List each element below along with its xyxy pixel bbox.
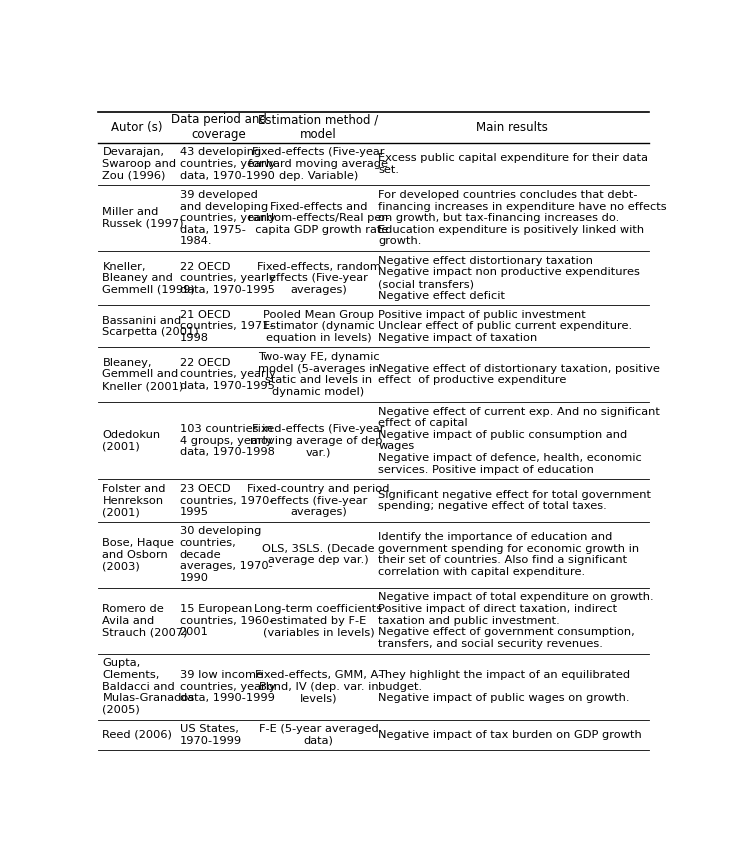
Text: OLS, 3SLS. (Decade
average dep var.): OLS, 3SLS. (Decade average dep var.) bbox=[262, 544, 375, 565]
Text: Significant negative effect for total government
spending; negative effect of to: Significant negative effect for total go… bbox=[378, 490, 651, 512]
Text: 103 countries in
4 groups, yearly
data, 1970-1998: 103 countries in 4 groups, yearly data, … bbox=[179, 424, 275, 457]
Text: Negative effect of current exp. And no significant
effect of capital
Negative im: Negative effect of current exp. And no s… bbox=[378, 406, 660, 474]
Text: Estimation method /
model: Estimation method / model bbox=[258, 113, 378, 141]
Text: US States,
1970-1999: US States, 1970-1999 bbox=[179, 724, 242, 745]
Text: Romero de
Avila and
Strauch (2007): Romero de Avila and Strauch (2007) bbox=[102, 604, 188, 638]
Text: Excess public capital expenditure for their data
set.: Excess public capital expenditure for th… bbox=[378, 153, 648, 175]
Text: Identify the importance of education and
government spending for economic growth: Identify the importance of education and… bbox=[378, 532, 639, 577]
Text: 21 OECD
countries, 1971-
1998: 21 OECD countries, 1971- 1998 bbox=[179, 309, 273, 343]
Text: They highlight the impact of an equilibrated
budget.
Negative impact of public w: They highlight the impact of an equilibr… bbox=[378, 670, 631, 703]
Text: 22 OECD
countries, yearly
data, 1970-1995: 22 OECD countries, yearly data, 1970-199… bbox=[179, 262, 276, 295]
Text: Negative impact of total expenditure on growth.
Positive impact of direct taxati: Negative impact of total expenditure on … bbox=[378, 592, 654, 649]
Text: For developed countries concludes that debt-
financing increases in expenditure : For developed countries concludes that d… bbox=[378, 190, 667, 246]
Text: 23 OECD
countries, 1970-
1995: 23 OECD countries, 1970- 1995 bbox=[179, 484, 273, 517]
Text: Negative effect of distortionary taxation, positive
effect  of productive expend: Negative effect of distortionary taxatio… bbox=[378, 364, 660, 385]
Text: Kneller,
Bleaney and
Gemmell (1999): Kneller, Bleaney and Gemmell (1999) bbox=[102, 262, 195, 295]
Text: Devarajan,
Swaroop and
Zou (1996): Devarajan, Swaroop and Zou (1996) bbox=[102, 147, 176, 181]
Text: Fixed-effects (Five-year
moving average of dep.
var.): Fixed-effects (Five-year moving average … bbox=[250, 424, 386, 457]
Text: 22 OECD
countries, yearly
data, 1970-1995: 22 OECD countries, yearly data, 1970-199… bbox=[179, 358, 276, 391]
Text: Fixed-effects, GMM, A-
Bond, IV (dep. var. in
levels): Fixed-effects, GMM, A- Bond, IV (dep. va… bbox=[255, 670, 382, 703]
Text: Reed (2006): Reed (2006) bbox=[102, 730, 172, 740]
Text: Negative impact of tax burden on GDP growth: Negative impact of tax burden on GDP gro… bbox=[378, 730, 642, 740]
Text: Pooled Mean Group
Estimator (dynamic
equation in levels): Pooled Mean Group Estimator (dynamic equ… bbox=[262, 309, 374, 343]
Text: Data period and
coverage: Data period and coverage bbox=[171, 113, 267, 141]
Text: Fixed-effects and
random-effects/Real per-
  capita GDP growth rate: Fixed-effects and random-effects/Real pe… bbox=[248, 201, 389, 235]
Text: Long-term coefficients
estimated by F-E
(variables in levels): Long-term coefficients estimated by F-E … bbox=[254, 604, 383, 638]
Text: Fixed-effects, random
effects (Five-year
averages): Fixed-effects, random effects (Five-year… bbox=[257, 262, 381, 295]
Text: Negative effect distortionary taxation
Negative impact non productive expenditur: Negative effect distortionary taxation N… bbox=[378, 256, 640, 301]
Text: 43 developing
countries, yearly
data, 1970-1990: 43 developing countries, yearly data, 19… bbox=[179, 147, 276, 181]
Text: 39 low income
countries, yearly
data, 1990-1999: 39 low income countries, yearly data, 19… bbox=[179, 670, 276, 703]
Text: Bleaney,
Gemmell and
Kneller (2001): Bleaney, Gemmell and Kneller (2001) bbox=[102, 358, 184, 391]
Text: Folster and
Henrekson
(2001): Folster and Henrekson (2001) bbox=[102, 484, 166, 517]
Text: Gupta,
Clements,
Baldacci and
Mulas-Granados
(2005): Gupta, Clements, Baldacci and Mulas-Gran… bbox=[102, 659, 195, 715]
Text: Fixed-country and period
effects (five-year
averages): Fixed-country and period effects (five-y… bbox=[247, 484, 390, 517]
Text: Bassanini and
Scarpetta (2001): Bassanini and Scarpetta (2001) bbox=[102, 315, 199, 337]
Text: 15 European
countries, 1960-
2001: 15 European countries, 1960- 2001 bbox=[179, 604, 273, 638]
Text: 39 developed
and developing
countries, yearly
data, 1975-
1984.: 39 developed and developing countries, y… bbox=[179, 190, 276, 246]
Text: Main results: Main results bbox=[475, 121, 547, 134]
Text: 30 developing
countries,
decade
averages, 1970-
1990: 30 developing countries, decade averages… bbox=[179, 526, 273, 583]
Text: F-E (5-year averaged
data): F-E (5-year averaged data) bbox=[259, 724, 378, 745]
Text: Odedokun
(2001): Odedokun (2001) bbox=[102, 430, 160, 451]
Text: Bose, Haque
and Osborn
(2003): Bose, Haque and Osborn (2003) bbox=[102, 538, 174, 571]
Text: Positive impact of public investment
Unclear effect of public current expenditur: Positive impact of public investment Unc… bbox=[378, 309, 632, 343]
Text: Miller and
Russek (1997): Miller and Russek (1997) bbox=[102, 207, 184, 229]
Text: Two-way FE, dynamic
model (5-averages in
static and levels in
dynamic model): Two-way FE, dynamic model (5-averages in… bbox=[257, 352, 379, 397]
Text: Fixed-effects (Five-year
forward moving average
dep. Variable): Fixed-effects (Five-year forward moving … bbox=[249, 147, 389, 181]
Text: Autor (s): Autor (s) bbox=[111, 121, 163, 134]
